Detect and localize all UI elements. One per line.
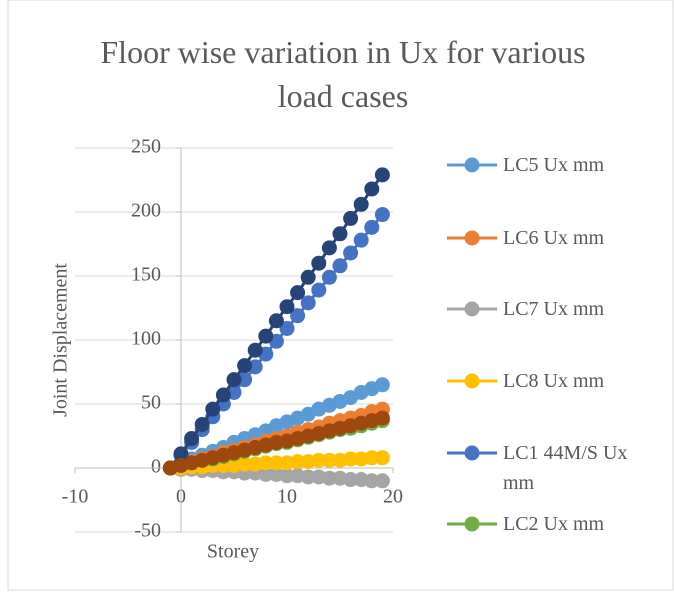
y-axis-label: Joint Displacement — [50, 263, 72, 417]
data-point — [173, 446, 189, 462]
data-point — [321, 452, 337, 468]
y-tick-label: 250 — [131, 136, 161, 158]
data-point — [374, 473, 390, 489]
legend-label: LC2 Ux mm — [503, 513, 605, 535]
y-tick-label: 100 — [131, 328, 161, 350]
legend-label: LC7 Ux mm — [503, 298, 605, 320]
x-tick-label: 10 — [277, 486, 297, 508]
legend-marker — [464, 157, 480, 173]
legend-marker — [464, 373, 480, 389]
y-tick-label: -50 — [134, 520, 161, 542]
data-point — [374, 207, 390, 223]
data-point — [374, 450, 390, 466]
data-point — [290, 285, 306, 301]
data-point — [290, 454, 306, 470]
data-point — [300, 269, 316, 285]
data-point — [364, 450, 380, 466]
data-point — [258, 466, 274, 482]
data-point — [353, 232, 369, 248]
data-point — [226, 372, 242, 388]
data-point — [300, 469, 316, 485]
data-point — [237, 372, 253, 388]
data-point — [311, 452, 327, 468]
data-point — [332, 226, 348, 242]
data-point — [364, 181, 380, 197]
data-point — [364, 219, 380, 235]
legend-label: LC8 Ux mm — [503, 370, 605, 392]
legend-marker — [464, 230, 480, 246]
data-point — [237, 456, 253, 472]
data-point — [311, 255, 327, 271]
x-tick-label: 20 — [383, 486, 403, 508]
data-point — [258, 455, 274, 471]
data-point — [300, 295, 316, 311]
x-axis-label: Storey — [207, 541, 259, 563]
legend-label: LC5 Ux mm — [503, 154, 605, 176]
legend-label: LC6 Ux mm — [503, 227, 605, 249]
data-point — [321, 470, 337, 486]
chart-border — [7, 0, 674, 591]
data-point — [343, 210, 359, 226]
y-tick-label: 50 — [141, 392, 161, 414]
data-point — [343, 472, 359, 488]
y-tick-label: 150 — [131, 264, 161, 286]
data-point — [321, 240, 337, 256]
data-point — [184, 431, 200, 447]
data-point — [374, 167, 390, 183]
legend-marker — [464, 445, 480, 461]
data-point — [247, 342, 263, 358]
data-point — [237, 358, 253, 374]
data-point — [332, 258, 348, 274]
data-point — [258, 328, 274, 344]
data-point — [364, 473, 380, 489]
data-point — [279, 299, 295, 315]
data-point — [268, 455, 284, 471]
y-tick-label: 0 — [151, 456, 161, 478]
data-point — [311, 282, 327, 298]
legend-marker — [464, 301, 480, 317]
data-point — [268, 313, 284, 329]
data-point — [374, 377, 390, 393]
legend-label: LC1 44M/S Ux mm — [503, 442, 628, 494]
data-point — [194, 416, 210, 432]
data-point — [343, 245, 359, 261]
data-point — [205, 401, 221, 417]
legend-marker — [464, 516, 480, 532]
data-point — [279, 320, 295, 336]
data-point — [343, 451, 359, 467]
y-tick-label: 200 — [131, 200, 161, 222]
data-point — [290, 308, 306, 324]
data-point — [374, 410, 390, 426]
x-tick-label: -10 — [62, 486, 89, 508]
data-point — [215, 387, 231, 403]
chart-title: Floor wise variation in Ux for various l… — [100, 34, 586, 114]
data-point — [353, 196, 369, 212]
data-point — [321, 269, 337, 285]
data-point — [279, 468, 295, 484]
